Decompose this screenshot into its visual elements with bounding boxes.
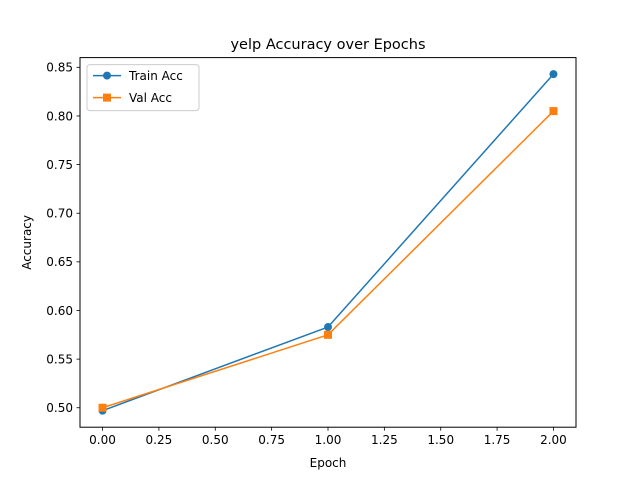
- y-tick-label: 0.80: [46, 109, 73, 123]
- x-tick-label: 0.00: [89, 433, 116, 447]
- legend-train-acc-label: Train Acc: [128, 69, 183, 83]
- train-acc-point: [324, 323, 332, 332]
- val-acc-point: [98, 403, 107, 412]
- y-tick-label: 0.85: [46, 61, 73, 75]
- x-axis-title: Epoch: [310, 456, 347, 470]
- y-tick-label: 0.55: [46, 352, 73, 366]
- x-tick-label: 2.00: [540, 433, 567, 447]
- y-axis-title: Accuracy: [20, 215, 34, 270]
- x-tick-label: 1.00: [315, 433, 342, 447]
- legend-val-acc-marker: [103, 93, 111, 102]
- axis-ticks: 0.00 0.25 0.50 0.75 1.00 1.25 1.50 1.75 2.00 0.50…: [46, 61, 567, 448]
- val-acc-point: [324, 330, 332, 339]
- x-tick-label: 0.75: [258, 433, 285, 447]
- val-acc-point: [549, 107, 558, 116]
- x-tick-label: 1.75: [484, 433, 511, 447]
- x-tick-label: 0.50: [202, 433, 229, 447]
- chart-title: yelp Accuracy over Epochs: [230, 37, 425, 53]
- train-acc-point: [549, 70, 558, 79]
- y-tick-label: 0.60: [46, 304, 73, 318]
- x-tick-label: 1.25: [371, 433, 398, 447]
- x-tick-label: 1.50: [427, 433, 454, 447]
- y-tick-label: 0.50: [46, 401, 73, 415]
- x-tick-label: 0.25: [146, 433, 173, 447]
- legend-val-acc-label: Val Acc: [129, 91, 172, 105]
- y-tick-label: 0.75: [46, 158, 73, 172]
- y-tick-label: 0.65: [46, 255, 73, 269]
- legend-train-acc-marker: [103, 71, 111, 80]
- legend: Train Acc Val Acc: [86, 64, 200, 112]
- y-tick-label: 0.70: [46, 207, 73, 221]
- plot-area: [98, 70, 558, 415]
